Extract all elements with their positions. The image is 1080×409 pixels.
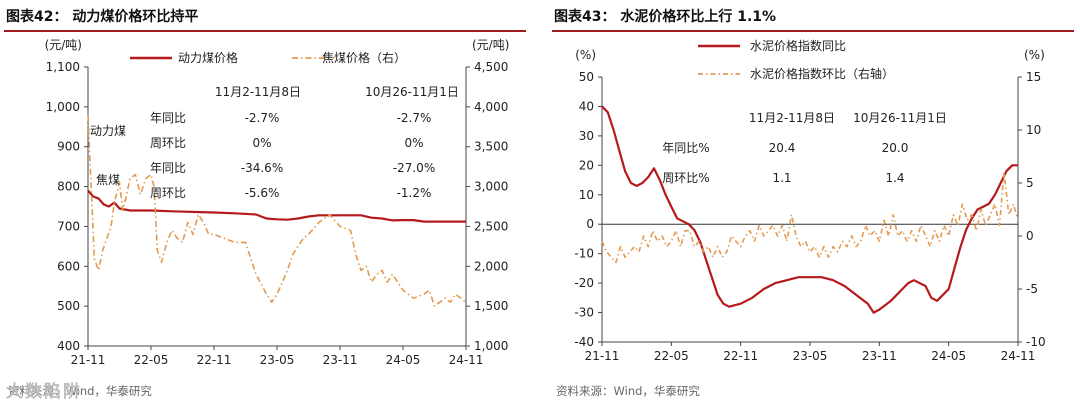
annotation-value: -27.0% [393, 161, 435, 175]
left-tick-label: 10 [579, 188, 594, 202]
source-note: 资料来源：Wind，华泰研究 [8, 384, 152, 398]
right-tick-label: 2,500 [474, 219, 508, 233]
annotation-value: 20.0 [882, 141, 909, 155]
chart-title: 图表43： 水泥价格环比上行 1.1% [554, 9, 777, 25]
left-tick-label: 1,000 [46, 100, 80, 114]
left-tick-label: 50 [579, 70, 594, 84]
annotation-value: -2.7% [245, 111, 280, 125]
annotation-value: 0% [252, 136, 271, 150]
annotation-row-label: 年同比% [662, 141, 709, 155]
annotation-value: 20.4 [769, 141, 796, 155]
legend-label: 水泥价格指数环比（右轴） [750, 66, 894, 81]
left-tick-label: 1,100 [46, 60, 80, 74]
annotation-value: 1.1 [772, 171, 791, 185]
annotation-value: 1.4 [885, 171, 904, 185]
left-unit-label: (元/吨) [45, 38, 82, 52]
annotation-row-label: 周环比 [150, 186, 186, 200]
left-tick-label: 400 [57, 339, 80, 353]
left-tick-label: 0 [586, 217, 594, 231]
source-note: 资料来源：Wind，华泰研究 [556, 384, 700, 398]
right-tick-label: -5 [1026, 282, 1038, 296]
left-tick-label: 20 [579, 158, 594, 172]
right-tick-label: 10 [1026, 123, 1041, 137]
x-tick-label: 21-11 [585, 349, 620, 363]
x-tick-label: 23-11 [862, 349, 897, 363]
x-tick-label: 23-05 [260, 353, 295, 367]
left-tick-label: -30 [574, 306, 594, 320]
x-tick-label: 24-05 [931, 349, 966, 363]
coal-price-chart: (元/吨) (元/吨) 400 500 600 700 800 900 1,000 1,100 1,… [45, 38, 510, 367]
x-tick-label: 24-11 [449, 353, 484, 367]
right-tick-label: 15 [1026, 70, 1041, 84]
right-tick-label: 1,000 [474, 339, 508, 353]
left-tick-label: -40 [574, 335, 594, 349]
watermark: 大数陷阱 [6, 382, 82, 402]
series-line-1 [601, 171, 1019, 264]
right-tick-label: 4,500 [474, 60, 508, 74]
annotation-header: 10月26-11月1日 [365, 85, 459, 99]
x-tick-label: 22-11 [723, 349, 758, 363]
x-tick-label: 22-05 [654, 349, 689, 363]
title-rule [552, 30, 1074, 32]
right-unit-label: (%) [1024, 48, 1045, 62]
x-tick-label: 22-05 [134, 353, 169, 367]
x-tick-label: 23-05 [793, 349, 828, 363]
cement-price-panel: 图表43： 水泥价格环比上行 1.1% (%) (%) -40 -30 -20 -10 0 1… [548, 0, 1078, 409]
left-tick-label: 900 [57, 140, 80, 154]
right-tick-label: 1,500 [474, 299, 508, 313]
x-tick-label: 24-05 [386, 353, 421, 367]
annotation-group-label: 焦煤 [96, 173, 120, 187]
series-line-0 [601, 105, 1018, 314]
right-unit-label: (元/吨) [472, 38, 509, 52]
annotation-row-label: 年同比 [150, 111, 186, 125]
right-tick-label: 4,000 [474, 100, 508, 114]
right-tick-label: 5 [1026, 176, 1034, 190]
chart-title: 图表42： 动力煤价格环比持平 [6, 9, 199, 25]
left-tick-label: 800 [57, 180, 80, 194]
series-line-0 [87, 189, 466, 223]
left-tick-label: -20 [574, 276, 594, 290]
annotation-row-label: 年同比 [150, 161, 186, 175]
annotation-value: -1.2% [397, 186, 432, 200]
x-tick-label: 23-11 [323, 353, 358, 367]
right-tick-label: 0 [1026, 229, 1034, 243]
x-tick-label: 21-11 [71, 353, 106, 367]
left-tick-label: 600 [57, 259, 80, 273]
right-tick-label: 3,000 [474, 180, 508, 194]
annotation-value: 0% [404, 136, 423, 150]
left-unit-label: (%) [575, 48, 596, 62]
annotation-row-label: 周环比 [150, 136, 186, 150]
left-tick-label: -10 [574, 247, 594, 261]
right-tick-label: 3,500 [474, 140, 508, 154]
annotation-group-label: 动力煤 [90, 124, 126, 138]
cement-price-chart: (%) (%) -40 -30 -20 -10 0 10 20 30 40 50 -10 -5 0 5 10 15… [574, 38, 1046, 363]
left-tick-label: 40 [579, 99, 594, 113]
annotation-value: -2.7% [397, 111, 432, 125]
annotation-row-label: 周环比% [662, 171, 709, 185]
right-tick-label: 2,000 [474, 259, 508, 273]
left-tick-label: 700 [57, 219, 80, 233]
title-rule [4, 30, 526, 32]
annotation-header: 11月2-11月8日 [749, 111, 835, 125]
series-line-1 [87, 114, 467, 307]
legend-label: 动力煤价格 [178, 50, 238, 65]
annotation-value: -34.6% [241, 161, 283, 175]
annotation-header: 11月2-11月8日 [215, 85, 301, 99]
coal-price-panel: 图表42： 动力煤价格环比持平 (元/吨) (元/吨) 400 500 600 700 80… [0, 0, 530, 409]
right-tick-label: -10 [1026, 335, 1046, 349]
left-tick-label: 30 [579, 129, 594, 143]
annotation-header: 10月26-11月1日 [853, 111, 947, 125]
annotation-value: -5.6% [245, 186, 280, 200]
legend-label: 水泥价格指数同比 [750, 38, 846, 53]
x-tick-label: 24-11 [1001, 349, 1036, 363]
x-tick-label: 22-11 [197, 353, 232, 367]
legend-label: 焦煤价格（右） [322, 50, 406, 65]
left-tick-label: 500 [57, 299, 80, 313]
